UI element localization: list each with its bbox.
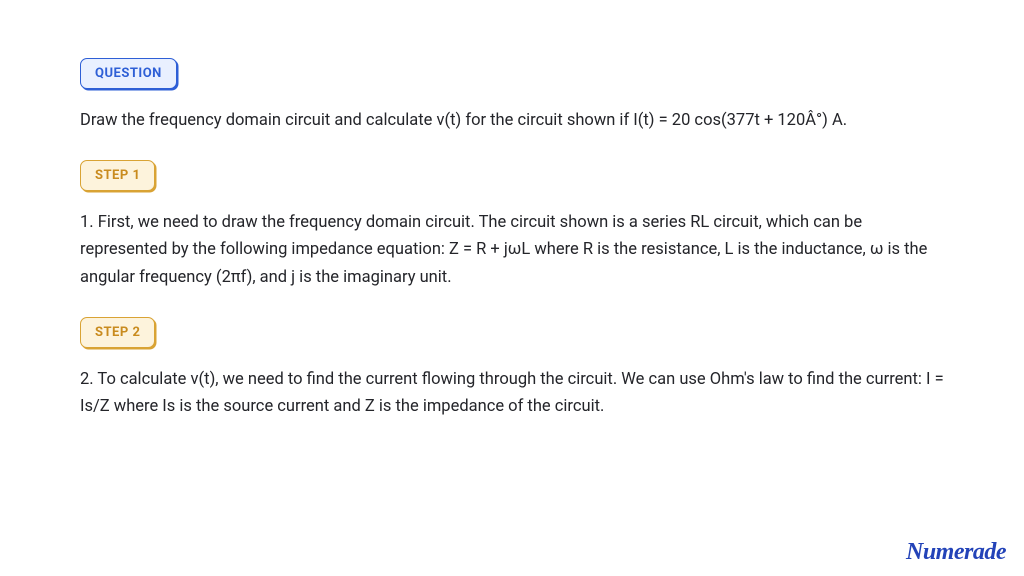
- step-2-badge: STEP 2: [80, 317, 155, 348]
- question-badge: QUESTION: [80, 58, 177, 89]
- question-text: Draw the frequency domain circuit and ca…: [80, 107, 944, 134]
- question-section: QUESTION Draw the frequency domain circu…: [80, 58, 944, 134]
- step-2-section: STEP 2 2. To calculate v(t), we need to …: [80, 317, 944, 420]
- step-2-text: 2. To calculate v(t), we need to find th…: [80, 366, 944, 420]
- step-1-badge: STEP 1: [80, 160, 155, 191]
- step-1-section: STEP 1 1. First, we need to draw the fre…: [80, 160, 944, 291]
- page-content: QUESTION Draw the frequency domain circu…: [0, 0, 1024, 420]
- brand-logo: Numerade: [906, 539, 1006, 566]
- step-1-text: 1. First, we need to draw the frequency …: [80, 209, 944, 291]
